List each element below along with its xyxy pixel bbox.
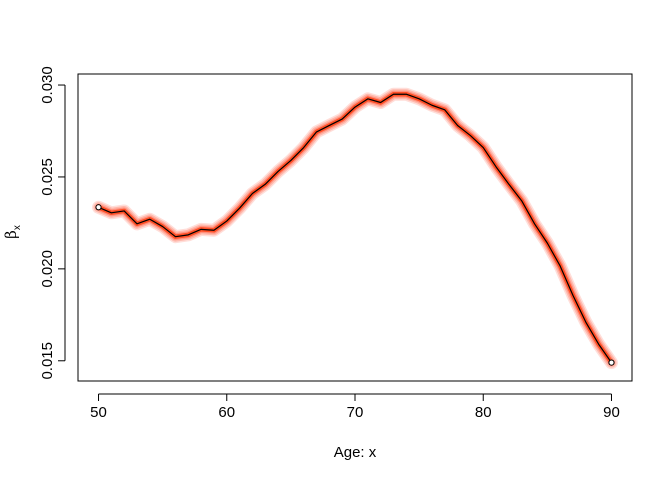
y-tick-label: 0.020 [39,250,56,288]
band-layer [92,87,618,370]
plot-frame [77,73,633,382]
x-axis-title: Age: x [334,444,377,461]
series-line-0 [98,93,612,363]
y-axis: 0.015 0.020 0.025 0.030 [39,66,66,380]
y-tick-label: 0.030 [39,66,56,104]
x-axis: 50 60 70 80 90 [90,393,620,421]
endpoint-marker-0 [95,204,102,211]
endpoint-marker-1 [608,359,615,366]
x-tick-label: 90 [603,404,620,421]
marker-layer [95,204,615,366]
x-tick-label: 50 [90,404,107,421]
y-axis-title: βx [2,225,23,239]
x-tick-label: 60 [218,404,235,421]
y-tick-label: 0.015 [39,342,56,380]
line-layer [98,93,612,363]
x-tick-label: 70 [347,404,364,421]
x-tick-label: 80 [475,404,492,421]
y-tick-label: 0.025 [39,158,56,196]
